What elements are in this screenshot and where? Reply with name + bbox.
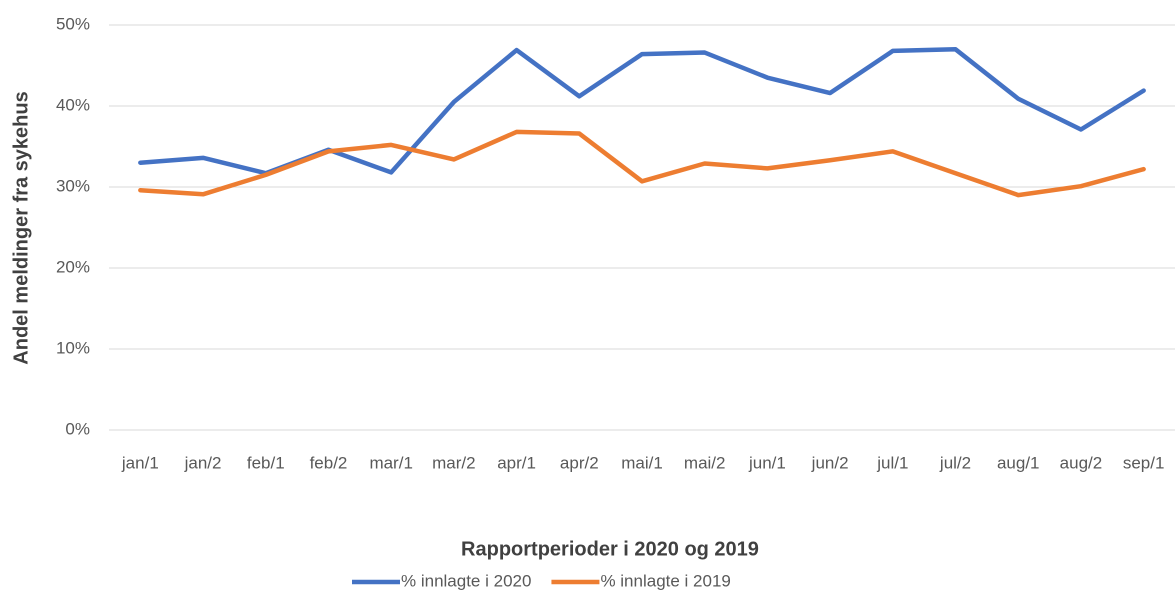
x-axis-title: Rapportperioder i 2020 og 2019 (461, 538, 759, 560)
y-tick-label: 40% (56, 95, 90, 114)
y-tick-label: 50% (56, 14, 90, 33)
x-tick-label: jun/1 (748, 453, 786, 472)
x-tick-label: mai/2 (684, 453, 726, 472)
x-tick-label: apr/1 (497, 453, 536, 472)
x-tick-label: feb/2 (310, 453, 348, 472)
x-tick-label: jan/2 (184, 453, 222, 472)
y-axis-title: Andel meldinger fra sykehus (10, 91, 32, 364)
x-tick-label: jul/1 (876, 453, 908, 472)
line (138, 129, 1146, 198)
line (138, 47, 1146, 176)
x-tick-label: mar/1 (369, 453, 412, 472)
x-tick-label: aug/1 (997, 453, 1040, 472)
y-tick-label: 10% (56, 338, 90, 357)
x-tick-label: jun/2 (811, 453, 849, 472)
x-tick-label: mar/2 (432, 453, 475, 472)
legend-label: % innlagte i 2019 (600, 571, 730, 590)
x-tick-label: apr/2 (560, 453, 599, 472)
x-tick-label: aug/2 (1060, 453, 1103, 472)
x-tick-label: feb/1 (247, 453, 285, 472)
x-tick-label: sep/1 (1123, 453, 1165, 472)
y-tick-label: 0% (65, 419, 90, 438)
y-tick-label: 30% (56, 176, 90, 195)
x-tick-label: jul/2 (939, 453, 971, 472)
x-tick-label: mai/1 (621, 453, 663, 472)
x-tick-label: jan/1 (121, 453, 159, 472)
legend-label: % innlagte i 2020 (401, 571, 531, 590)
y-tick-label: 20% (56, 257, 90, 276)
